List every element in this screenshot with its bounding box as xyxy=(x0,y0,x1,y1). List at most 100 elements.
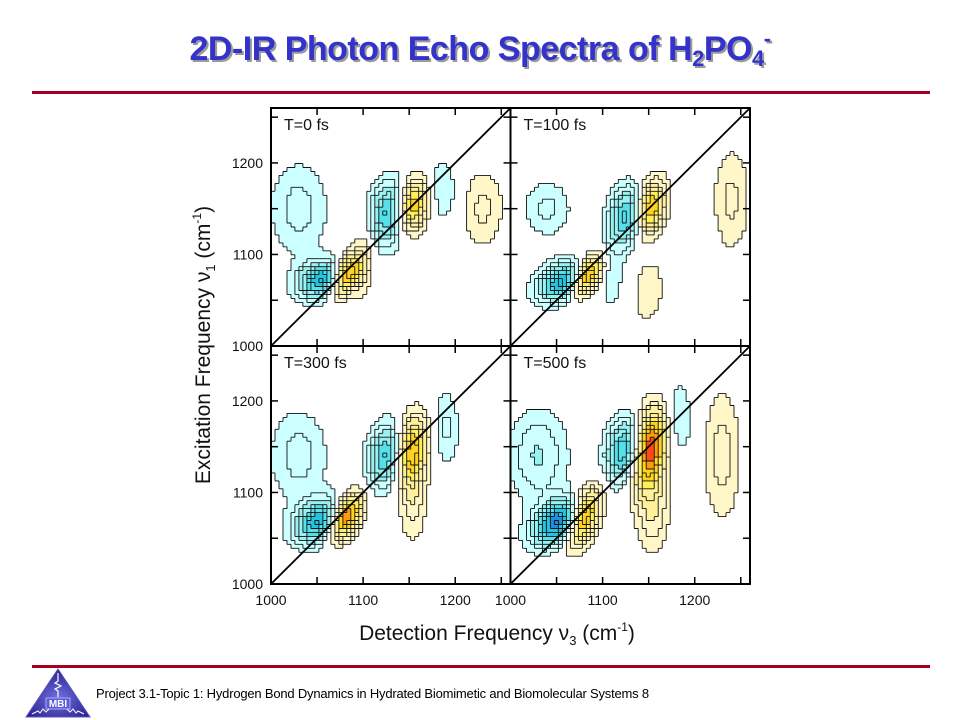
contour-cell xyxy=(418,191,424,196)
contour-cell xyxy=(718,199,723,204)
contour-cell xyxy=(534,457,540,462)
contour-cell xyxy=(562,488,567,494)
contour-cell xyxy=(290,536,296,541)
contour-cell xyxy=(534,449,540,454)
contour-cell xyxy=(590,524,595,530)
contour-cell xyxy=(310,262,316,268)
y-axis-label: Excitation Frequency ν1 (cm-1) xyxy=(190,206,218,484)
contour-cell xyxy=(426,191,432,196)
contour-cell xyxy=(486,227,492,232)
contour-cell xyxy=(538,294,544,299)
contour-cell xyxy=(278,203,284,208)
contour-cell xyxy=(290,294,296,299)
contour-cell xyxy=(271,215,276,220)
contour-cell xyxy=(630,425,635,430)
contour-cell xyxy=(742,223,747,228)
contour-cell xyxy=(646,187,651,192)
contour-cell xyxy=(618,484,623,490)
contour-cell xyxy=(274,433,280,438)
contour-cell xyxy=(530,409,536,415)
contour-cell xyxy=(734,167,739,173)
contour-cell xyxy=(410,461,416,466)
contour-cell xyxy=(382,484,388,490)
contour-cell xyxy=(542,290,548,296)
contour-cell xyxy=(302,461,308,466)
contour-cell xyxy=(530,203,536,208)
contour-cell xyxy=(590,250,595,256)
contour-cell xyxy=(474,230,480,236)
contour-cell xyxy=(294,163,300,169)
contour-cell xyxy=(290,480,296,486)
contour-cell xyxy=(550,492,556,498)
contour-cell xyxy=(666,480,671,486)
contour-cell xyxy=(654,468,659,474)
contour-cell xyxy=(374,191,380,196)
contour-cell xyxy=(306,472,312,478)
contour-cell xyxy=(566,512,571,518)
contour-cell xyxy=(654,230,659,236)
contour-cell xyxy=(526,457,532,462)
contour-cell xyxy=(374,441,380,446)
contour-cell xyxy=(514,453,520,458)
contour-cell xyxy=(494,199,500,204)
contour-cell xyxy=(726,500,731,506)
contour-cell xyxy=(566,504,571,510)
contour-cell xyxy=(526,421,532,426)
contour-cell xyxy=(538,516,544,522)
contour-cell xyxy=(454,437,460,442)
contour-cell xyxy=(722,199,727,204)
contour-cell xyxy=(286,449,292,454)
contour-cell xyxy=(726,234,731,240)
contour-cell xyxy=(562,254,567,260)
contour-cell xyxy=(478,211,484,216)
contour-cell xyxy=(290,175,296,180)
contour-cell xyxy=(614,183,619,188)
contour-cell xyxy=(282,536,288,541)
contour-cell xyxy=(526,409,532,415)
title-po: PO xyxy=(703,30,753,68)
contour-cell xyxy=(278,476,284,482)
contour-cell xyxy=(586,484,591,490)
contour-cell xyxy=(402,465,408,470)
contour-cell xyxy=(678,409,683,415)
contour-cell xyxy=(582,540,587,545)
contour-cell xyxy=(414,191,420,196)
contour-cell xyxy=(726,171,731,177)
contour-cell xyxy=(286,488,292,494)
contour-cell xyxy=(414,500,420,506)
contour-cell xyxy=(346,492,352,498)
contour-cell xyxy=(618,187,623,192)
contour-cell xyxy=(338,270,344,276)
contour-cell xyxy=(378,179,384,184)
contour-cell xyxy=(642,429,647,434)
contour-cell xyxy=(282,207,288,212)
contour-cell xyxy=(562,215,567,220)
contour-cell xyxy=(310,227,316,232)
contour-cell xyxy=(714,425,719,430)
contour-cell xyxy=(542,512,548,518)
contour-cell xyxy=(530,500,536,506)
contour-cell xyxy=(650,472,655,478)
contour-cell xyxy=(558,512,563,518)
contour-cell xyxy=(634,199,639,204)
contour-cell xyxy=(306,246,312,252)
contour-cell xyxy=(586,500,591,506)
contour-cell xyxy=(646,548,651,553)
contour-cell xyxy=(602,230,607,236)
contour-cell xyxy=(314,548,320,553)
contour-cell xyxy=(402,223,408,228)
contour-cell xyxy=(742,195,747,200)
contour-cell xyxy=(526,207,532,212)
contour-cell xyxy=(586,488,591,494)
contour-cell xyxy=(450,409,456,415)
contour-cell xyxy=(654,433,659,438)
contour-cell xyxy=(414,457,420,462)
contour-cell xyxy=(318,191,324,196)
contour-cell xyxy=(742,187,747,192)
contour-cell xyxy=(298,215,304,220)
contour-cell xyxy=(290,472,296,478)
contour-cell xyxy=(526,548,532,553)
contour-cell xyxy=(726,476,731,482)
contour-cell xyxy=(734,207,739,212)
contour-cell xyxy=(338,524,344,530)
